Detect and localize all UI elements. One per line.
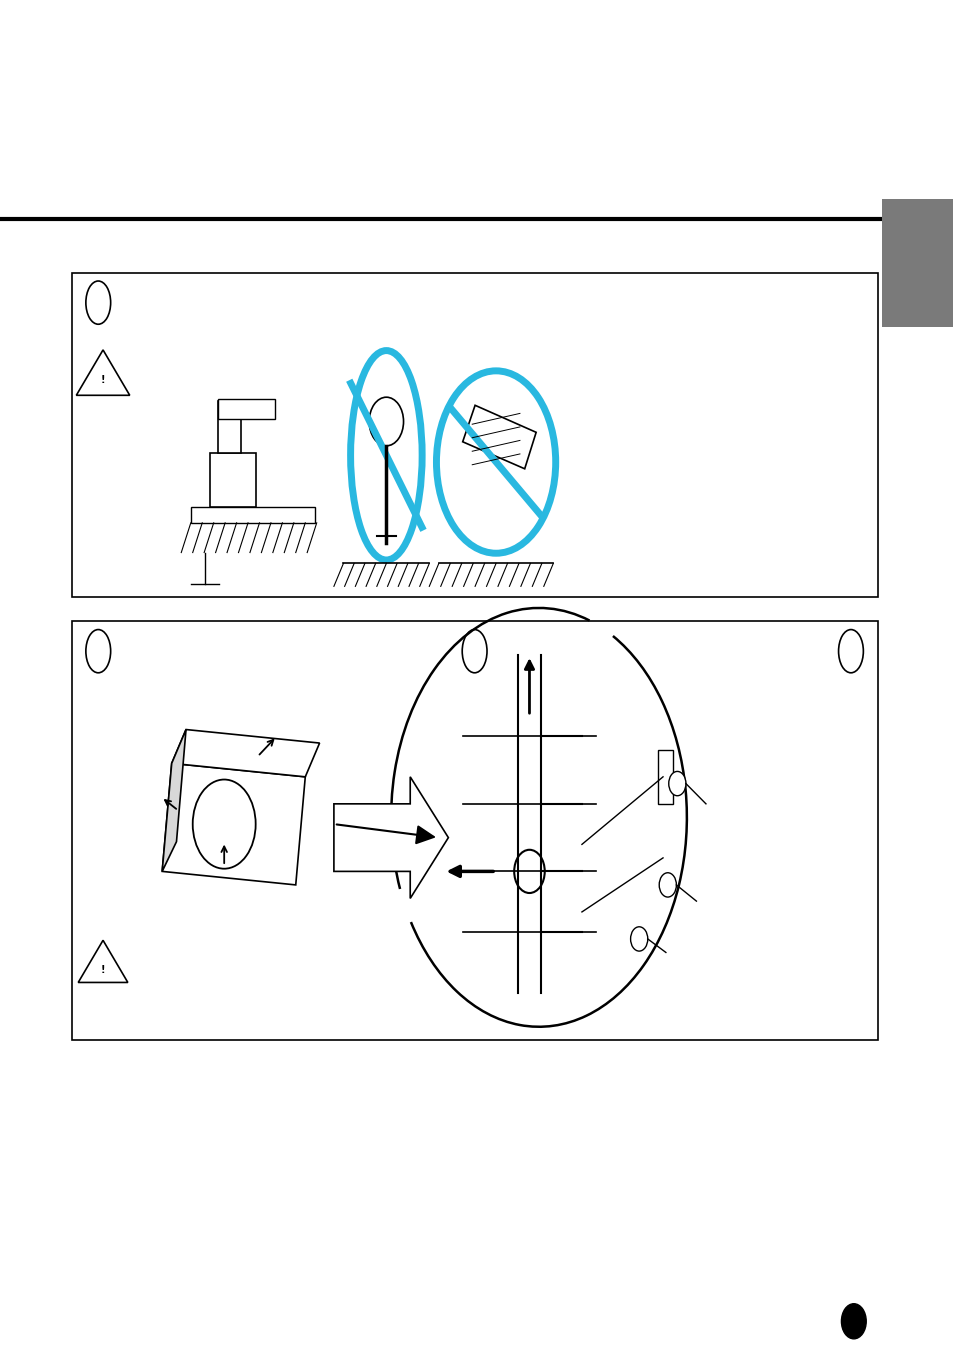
Circle shape <box>841 1304 865 1339</box>
Bar <box>217 399 274 419</box>
Ellipse shape <box>86 630 111 673</box>
Bar <box>217 401 241 453</box>
Bar <box>71 273 877 597</box>
Bar <box>191 507 314 523</box>
Polygon shape <box>162 763 305 885</box>
Ellipse shape <box>351 350 421 559</box>
Bar <box>882 199 953 327</box>
Bar <box>658 750 672 804</box>
Polygon shape <box>334 777 448 898</box>
Circle shape <box>659 873 676 897</box>
Bar <box>71 621 877 1040</box>
Circle shape <box>193 780 255 869</box>
Circle shape <box>630 927 647 951</box>
Polygon shape <box>172 730 319 777</box>
Circle shape <box>514 850 544 893</box>
Polygon shape <box>76 350 130 396</box>
Circle shape <box>369 397 403 446</box>
Text: !: ! <box>101 376 105 385</box>
Polygon shape <box>462 405 536 469</box>
Ellipse shape <box>436 370 555 554</box>
Polygon shape <box>162 730 186 871</box>
Polygon shape <box>78 940 128 982</box>
Text: !: ! <box>101 965 105 975</box>
Ellipse shape <box>838 630 862 673</box>
Ellipse shape <box>461 630 486 673</box>
Ellipse shape <box>86 281 111 324</box>
Bar <box>210 453 255 507</box>
Circle shape <box>668 771 685 796</box>
